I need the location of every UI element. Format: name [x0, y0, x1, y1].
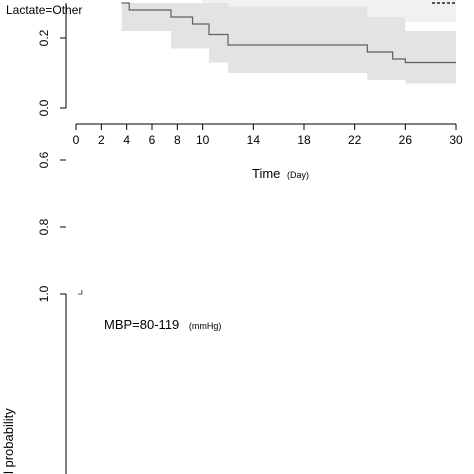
- x-tick-label: 0: [73, 133, 80, 147]
- survival-line-0: [121, 2, 456, 64]
- x-tick-label: 18: [297, 133, 311, 147]
- mbp-annotation-unit: (mmHg): [189, 321, 222, 331]
- top-axes: 0 2 4 6 8 10 14 18 22 26 30 0.0 0.2: [37, 3, 463, 147]
- x-tick-label: 26: [399, 133, 413, 147]
- x-tick-label: 22: [348, 133, 362, 147]
- bottom-y-tick-label: 0.6: [37, 151, 51, 168]
- confidence-band-0: [121, 3, 456, 84]
- y-tick-label: 0.2: [37, 29, 51, 46]
- bottom-survival-panel: 0.6 0.8 1.0 MBP=80-119 (mmHg) l probabilit…: [1, 127, 236, 474]
- mbp-annotation-text: MBP=80-119: [104, 317, 179, 332]
- x-tick-label: 6: [149, 133, 156, 147]
- top-confidence-bands: [121, 0, 456, 84]
- x-tick-label: 14: [247, 133, 261, 147]
- bottom-axes: 0.6 0.8 1.0: [37, 151, 67, 474]
- bottom-y-tick-label: 0.8: [37, 218, 51, 235]
- bottom-survival-line-0: [78, 127, 236, 274]
- x-tick-label: 8: [174, 133, 181, 147]
- legend-entry-lactate-other: Lactate=Other: [6, 3, 82, 17]
- x-tick-label: 30: [449, 133, 463, 147]
- x-tick-label: 4: [123, 133, 130, 147]
- x-tick-label: 10: [196, 133, 210, 147]
- x-axis-label-text: Time: [252, 166, 280, 181]
- mbp-annotation: MBP=80-119 (mmHg): [104, 317, 221, 332]
- y-axis-label: l probability: [1, 408, 16, 474]
- bottom-survival-lines: [78, 127, 236, 295]
- bottom-y-tick-label: 1.0: [37, 285, 51, 302]
- x-axis-label: Time (Day): [252, 166, 309, 181]
- bottom-survival-line-1: [78, 290, 83, 295]
- x-tick-label: 2: [98, 133, 105, 147]
- top-survival-lines: [121, 2, 456, 64]
- y-tick-label: 0.0: [37, 99, 51, 116]
- x-axis-label-unit: (Day): [287, 170, 309, 180]
- top-survival-panel: 0 2 4 6 8 10 14 18 22 26 30 0.0 0.2 Lactate=Other Ti…: [6, 0, 463, 181]
